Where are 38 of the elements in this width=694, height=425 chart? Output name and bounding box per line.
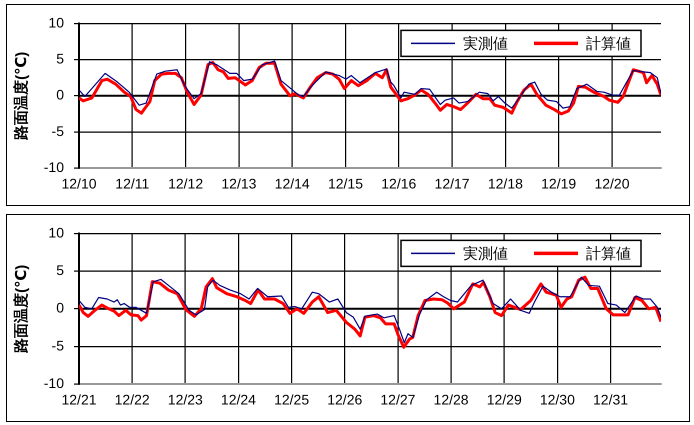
x-tick-label: 12/28	[434, 391, 469, 408]
y-tick-label: 5	[56, 262, 64, 278]
x-tick-label: 12/20	[594, 175, 630, 192]
y-tick-label: 0	[56, 300, 64, 316]
y-tick-label: 10	[48, 224, 64, 240]
x-tick-label: 12/11	[115, 175, 150, 192]
x-tick-label: 12/19	[541, 175, 576, 192]
legend-label: 計算値	[586, 246, 631, 263]
x-tick-label: 12/22	[114, 391, 150, 408]
y-tick-label: -10	[44, 159, 64, 176]
x-tick-label: 12/30	[540, 391, 576, 408]
x-tick-label: 12/13	[221, 175, 257, 192]
x-tick-label: 12/14	[274, 175, 310, 192]
y-tick-label: 0	[56, 86, 64, 103]
x-tick-label: 12/26	[327, 391, 362, 408]
x-tick-label: 12/24	[220, 391, 256, 408]
x-tick-label: 12/25	[274, 391, 310, 408]
y-tick-label: -10	[44, 375, 64, 392]
y-tick-label: 5	[56, 50, 64, 66]
y-tick-label: 10	[48, 14, 64, 30]
y-tick-label: -5	[52, 122, 64, 139]
y-axis-title: 路面温度(℃)	[12, 264, 30, 354]
x-tick-label: 12/10	[61, 175, 97, 192]
legend-label: 実測値	[463, 36, 508, 53]
x-tick-label: 12/31	[592, 391, 628, 408]
x-tick-label: 12/21	[61, 391, 97, 408]
x-tick-label: 12/29	[486, 391, 522, 408]
x-tick-label: 12/23	[168, 391, 204, 408]
x-tick-label: 12/15	[328, 175, 364, 192]
x-tick-label: 12/16	[381, 175, 416, 192]
y-tick-label: -5	[52, 337, 64, 354]
x-tick-label: 12/18	[488, 175, 524, 192]
x-tick-label: 12/12	[168, 175, 204, 192]
x-tick-label: 12/17	[434, 175, 470, 192]
x-tick-label: 12/27	[380, 391, 416, 408]
legend-label: 実測値	[463, 246, 508, 263]
legend-label: 計算値	[586, 36, 631, 53]
y-axis-title: 路面温度(℃)	[12, 52, 30, 141]
